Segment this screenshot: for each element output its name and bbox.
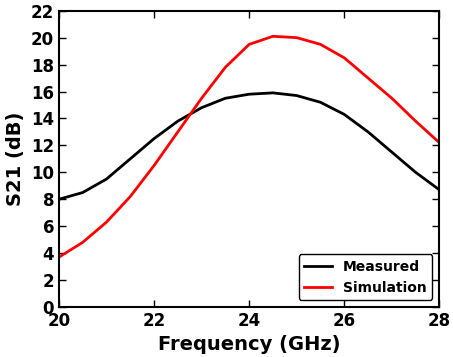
Measured <box>246 92 252 96</box>
Measured <box>365 130 371 134</box>
Measured <box>80 190 86 195</box>
Simulation <box>127 195 133 199</box>
Measured <box>389 150 395 154</box>
Simulation <box>342 56 347 60</box>
Simulation <box>413 119 418 123</box>
Measured <box>413 170 418 175</box>
Simulation <box>199 96 204 100</box>
Simulation <box>175 130 180 134</box>
Measured <box>270 91 275 95</box>
Simulation <box>222 65 228 69</box>
Measured <box>56 197 62 201</box>
Measured <box>151 136 157 141</box>
Simulation <box>318 42 323 46</box>
Measured <box>342 112 347 116</box>
Simulation <box>151 164 157 168</box>
Measured <box>294 94 299 98</box>
Measured <box>104 177 109 181</box>
Simulation <box>56 255 62 259</box>
Legend: Measured, Simulation: Measured, Simulation <box>299 254 433 300</box>
X-axis label: Frequency (GHz): Frequency (GHz) <box>158 336 340 355</box>
Y-axis label: S21 (dB): S21 (dB) <box>6 112 25 206</box>
Simulation <box>246 42 252 46</box>
Simulation <box>389 96 395 100</box>
Simulation <box>270 34 275 39</box>
Measured <box>199 106 204 110</box>
Measured <box>437 188 442 192</box>
Simulation <box>104 220 109 224</box>
Measured <box>222 96 228 100</box>
Simulation <box>294 35 299 40</box>
Simulation <box>365 76 371 80</box>
Measured <box>318 100 323 105</box>
Line: Measured: Measured <box>59 93 439 199</box>
Measured <box>127 157 133 161</box>
Simulation <box>80 240 86 245</box>
Measured <box>175 119 180 123</box>
Simulation <box>437 141 442 145</box>
Line: Simulation: Simulation <box>59 36 439 257</box>
